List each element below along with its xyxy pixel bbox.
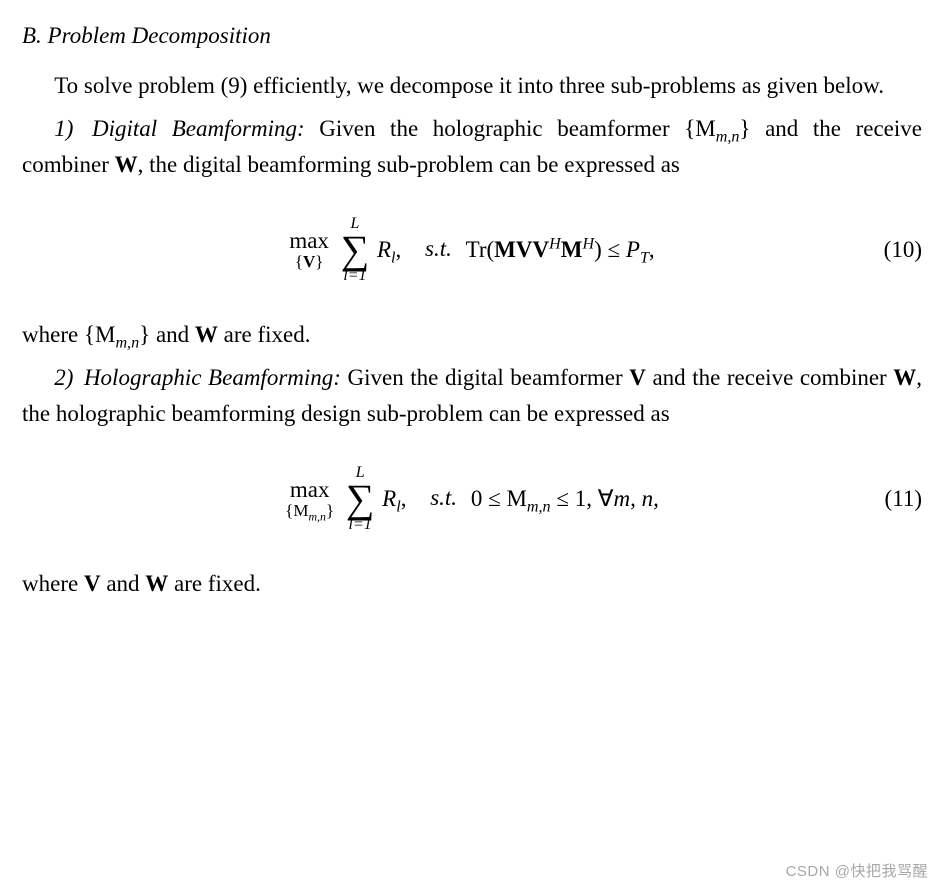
after10-c: are fixed. <box>218 322 311 347</box>
equation-10-body: max {V} L ∑ l=1 Rl, s.t. Tr(MVVHMH) ≤ PT… <box>22 216 922 284</box>
after11-b: and <box>101 571 146 596</box>
equation-10-row: max {V} L ∑ l=1 Rl, s.t. Tr(MVVHMH) ≤ PT… <box>22 205 922 295</box>
sub2-W: W <box>893 365 916 390</box>
sub2-title: Holographic Beamforming: <box>84 365 341 390</box>
eq11-max: max {Mm,n} <box>285 478 334 520</box>
sub2-text-b: and the receive combiner <box>646 365 893 390</box>
eq10-max-arg: {V} <box>289 253 329 271</box>
eq10-number: (10) <box>884 232 922 268</box>
eq11-sum: L ∑ l=1 <box>346 465 375 533</box>
after-eq10-paragraph: where {Mm,n} and W are fixed. <box>22 317 922 353</box>
after11-V: V <box>84 571 101 596</box>
subproblem-2-paragraph: 2) Holographic Beamforming: Given the di… <box>22 360 922 433</box>
after10-b: and <box>150 322 195 347</box>
after11-c: are fixed. <box>168 571 261 596</box>
eq11-constraint: 0 ≤ Mm,n ≤ 1, ∀m, n, <box>471 481 659 517</box>
sub1-text-a: Given the holographic beam­former <box>305 116 685 141</box>
eq10-sum: L ∑ l=1 <box>341 216 370 284</box>
after10-set-sub: m,n <box>115 335 139 352</box>
watermark: CSDN @快把我骂醒 <box>786 860 928 884</box>
after10-set-close: } <box>139 322 150 347</box>
sub1-former-close: } <box>739 116 750 141</box>
after11-a: where <box>22 571 84 596</box>
sigma-icon: ∑ <box>341 232 370 268</box>
eq10-Rl: Rl, <box>377 232 401 268</box>
eq10-max-word: max <box>289 229 329 253</box>
sub1-title: Digital Beamforming: <box>92 116 305 141</box>
after10-a: where <box>22 322 84 347</box>
after10-set-open: {M <box>84 322 116 347</box>
section-heading: B. Problem Decomposition <box>22 18 922 54</box>
sigma-icon: ∑ <box>346 481 375 517</box>
eq10-max: max {V} <box>289 229 329 271</box>
sub1-former-open: {M <box>684 116 716 141</box>
eq11-max-word: max <box>285 478 334 502</box>
sub1-former-sub: m,n <box>716 128 740 145</box>
after10-W: W <box>195 322 218 347</box>
eq11-Rl: Rl, <box>382 481 406 517</box>
eq11-max-arg: {Mm,n} <box>285 502 334 520</box>
after11-W: W <box>145 571 168 596</box>
equation-11-body: max {Mm,n} L ∑ l=1 Rl, s.t. 0 ≤ Mm,n ≤ 1… <box>22 465 922 533</box>
eq10-st: s.t. <box>425 236 452 261</box>
eq11-number: (11) <box>885 481 922 517</box>
sub2-number: 2) <box>54 365 77 390</box>
sub2-V: V <box>629 365 646 390</box>
after-eq11-paragraph: where V and W are fixed. <box>22 566 922 602</box>
intro-paragraph: To solve problem (9) efficiently, we dec… <box>22 68 922 104</box>
sub1-W: W <box>115 152 138 177</box>
eq11-sum-bot: l=1 <box>346 517 375 533</box>
sub1-text-c: , the digital beamforming sub-problem ca… <box>138 152 680 177</box>
subproblem-1-paragraph: 1) Digital Beamforming: Given the hologr… <box>22 111 922 184</box>
equation-11-row: max {Mm,n} L ∑ l=1 Rl, s.t. 0 ≤ Mm,n ≤ 1… <box>22 454 922 544</box>
sub2-text-a: Given the digital beam­former <box>341 365 629 390</box>
eq11-st: s.t. <box>430 485 457 510</box>
sub1-number: 1) <box>54 116 77 141</box>
eq10-sum-bot: l=1 <box>341 268 370 284</box>
eq10-constraint: Tr(MVVHMH) ≤ PT, <box>466 232 655 268</box>
